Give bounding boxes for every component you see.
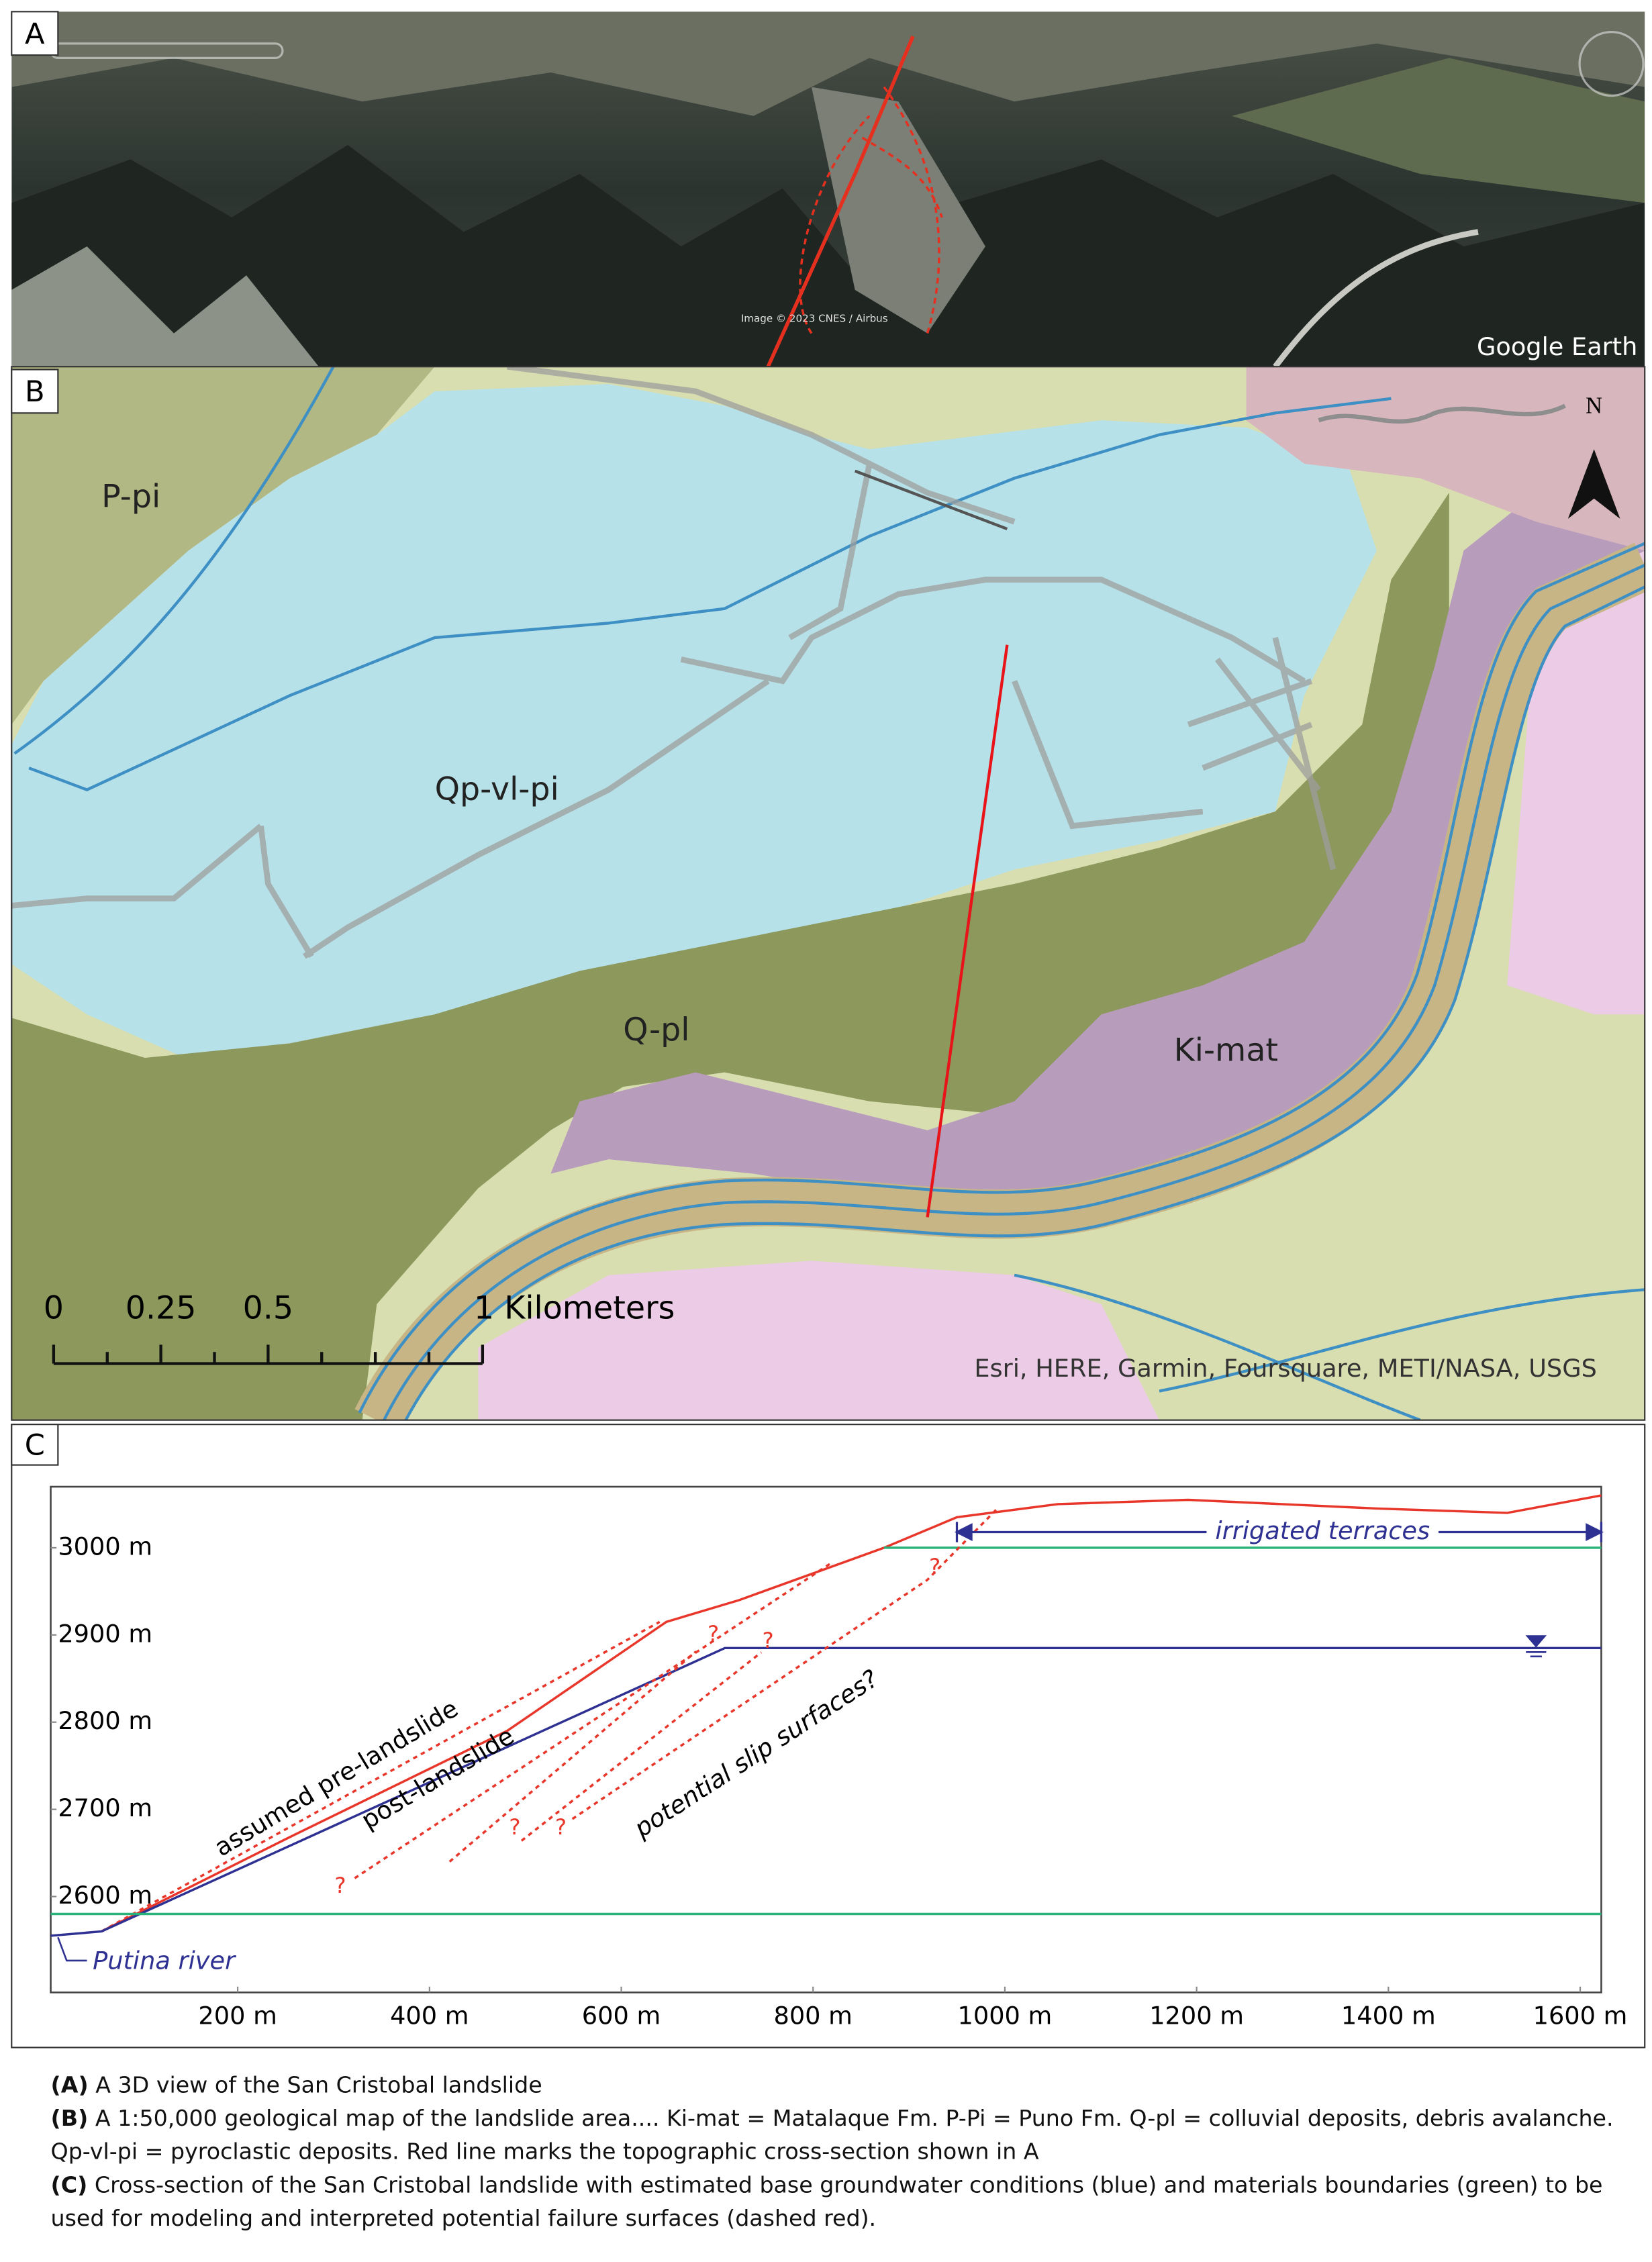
profile-line	[101, 1620, 661, 1932]
panel-frame	[11, 366, 1646, 1421]
scale-bar-label: 0.25	[126, 1290, 197, 1327]
scale-bar-label: 0	[44, 1290, 64, 1327]
x-tick-label: 1000 m	[958, 2002, 1053, 2030]
river-bracket	[57, 1936, 87, 1962]
question-mark: ?	[555, 1814, 567, 1840]
unit-label: Q-pl	[623, 1012, 689, 1048]
section-line	[766, 36, 915, 367]
plot-frame	[50, 1485, 1602, 1994]
caption-box: (A) A 3D view of the San Cristobal lands…	[51, 2069, 1638, 2236]
caption-label: (B)	[50, 2106, 89, 2132]
panel-a: Image © 2023 CNES / Airbus Google Earth	[11, 11, 1645, 367]
q-pl-unit	[11, 493, 1449, 1420]
road	[1318, 403, 1566, 424]
terraces	[1231, 58, 1645, 203]
panel-label-box	[11, 11, 59, 56]
caption-text: A 3D view of the San Cristobal landslide	[95, 2072, 542, 2098]
image-credit: Image © 2023 CNES / Airbus	[741, 312, 888, 324]
unit-label: Ki-mat	[1174, 1032, 1278, 1069]
scale-bar-label: 1 Kilometers	[474, 1290, 675, 1327]
y-tick-label: 2800 m	[58, 1706, 152, 1735]
logo: Google Earth	[1477, 332, 1637, 361]
caption-text: Cross-section of the San Cristobal lands…	[50, 2172, 1603, 2232]
annotation: Putina river	[93, 1947, 236, 1975]
profile-line	[448, 1651, 697, 1863]
road	[854, 469, 1008, 531]
x-tick-label: 200 m	[198, 2002, 277, 2030]
caption: (A) A 3D view of the San Cristobal lands…	[51, 2069, 1638, 2236]
stream	[13, 366, 1645, 1420]
panel-b: P-pi Qp-vl-pi Q-pl Ki-mat N 0 0.25 0.5 1 Ki…	[11, 366, 1645, 1420]
landslide-scar	[811, 87, 985, 334]
road	[11, 366, 1337, 959]
y-tick-label: 2600 m	[58, 1881, 152, 1910]
panel-label: B	[25, 375, 45, 409]
unit-label: Qp-vl-pi	[435, 771, 559, 808]
question-mark: ?	[762, 1628, 773, 1653]
y-tick-label: 3000 m	[58, 1532, 152, 1561]
north-label: N	[1586, 393, 1602, 418]
y-tick-label: 2700 m	[58, 1793, 152, 1822]
water-table-symbol	[1525, 1635, 1547, 1658]
scale-bar-label: 0.5	[243, 1290, 294, 1327]
x-tick-label: 1200 m	[1149, 2002, 1244, 2030]
section-line	[926, 644, 1009, 1218]
ki-mat-unit	[478, 1261, 1160, 1420]
y-tick-label: 2900 m	[58, 1619, 152, 1648]
p-pi-unit	[11, 366, 435, 725]
panel-label: C	[25, 1428, 45, 1462]
x-tick-label: 1400 m	[1341, 2002, 1436, 2030]
caption-item: (A) A 3D view of the San Cristobal lands…	[51, 2069, 1638, 2103]
panel-label: A	[25, 17, 45, 51]
slope	[11, 246, 319, 367]
caption-label: (A)	[50, 2072, 89, 2098]
question-mark: ?	[708, 1621, 719, 1646]
compass	[1578, 30, 1645, 97]
profile-line	[101, 1494, 1602, 1933]
panel-label-box	[11, 368, 59, 414]
caption-text: A 1:50,000 geological map of the landsli…	[50, 2106, 1614, 2165]
caption-label: (C)	[50, 2172, 88, 2199]
attribution: Esri, HERE, Garmin, Foursquare, METI/NAS…	[974, 1354, 1597, 1383]
unit-label: P-pi	[101, 479, 160, 515]
ridge	[11, 144, 1645, 367]
scarp-outline	[799, 86, 943, 334]
caption-item: (B) A 1:50,000 geological map of the lan…	[51, 2103, 1638, 2170]
arrow-head	[954, 1522, 1604, 1542]
question-mark: ?	[929, 1554, 940, 1579]
profile-line	[520, 1651, 763, 1842]
ridge	[11, 11, 1645, 116]
ki-mat-unit	[550, 493, 1645, 1218]
question-mark: ?	[509, 1814, 520, 1840]
x-tick-label: 600 m	[582, 2002, 661, 2030]
river	[1273, 229, 1479, 367]
north-arrow	[1567, 449, 1620, 519]
question-mark: ?	[334, 1873, 346, 1898]
annotation: irrigated terraces	[1215, 1516, 1430, 1545]
x-tick-label: 1600 m	[1533, 2002, 1628, 2030]
caption-item: (C) Cross-section of the San Cristobal l…	[51, 2169, 1638, 2236]
profile-line	[50, 1646, 1602, 1937]
river	[358, 542, 1645, 1420]
label-background	[1206, 1516, 1439, 1546]
panel-label-box	[11, 1424, 59, 1466]
scale-bar: 0 0.25 0.5 1 Kilometers	[44, 1290, 675, 1365]
x-tick-label: 800 m	[773, 2002, 852, 2030]
x-tick-label: 400 m	[390, 2002, 469, 2030]
